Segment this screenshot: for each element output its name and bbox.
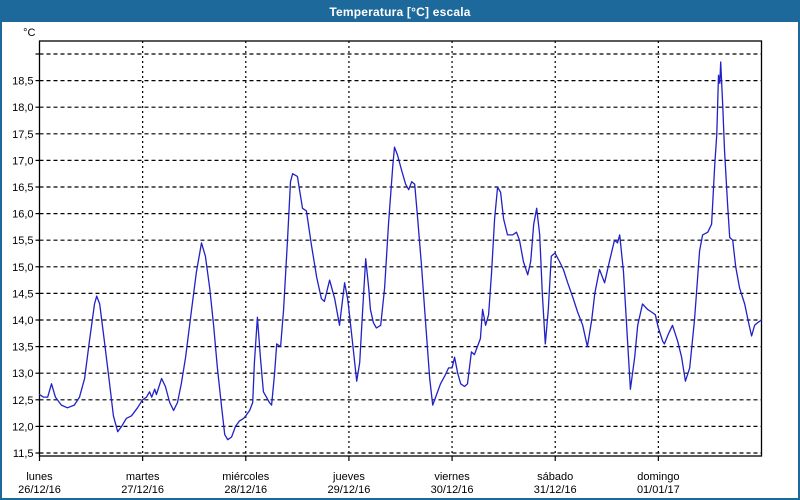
x-day-date: 28/12/16 (224, 484, 267, 496)
y-axis-unit-label: °C (23, 27, 35, 39)
title-bar: Temperatura [°C] escala (2, 2, 798, 22)
x-day-date: 29/12/16 (328, 484, 371, 496)
window-title: Temperatura [°C] escala (329, 5, 471, 19)
y-tick-label: 13,5 (12, 342, 33, 354)
y-tick-label: 14,5 (12, 288, 33, 300)
y-tick-label: 15,5 (12, 235, 33, 247)
y-tick-label: 15,0 (12, 262, 33, 274)
y-tick-label: 14,0 (12, 315, 33, 327)
x-day-date: 30/12/16 (431, 484, 474, 496)
x-day-date: 27/12/16 (121, 484, 164, 496)
y-tick-label: 11,5 (13, 448, 34, 460)
chart-area: 11,5 12,0 12,5 13,0 13,5 14,0 14,5 15,0 15,5 16,0… (2, 22, 798, 498)
y-tick-label: 12,0 (12, 421, 33, 433)
x-day-name: lunes (26, 471, 53, 483)
y-tick-label: 17,5 (12, 129, 33, 141)
y-tick-label: 13,0 (12, 368, 33, 380)
x-day-date: 26/12/16 (18, 484, 61, 496)
x-day-name: martes (126, 471, 160, 483)
x-day-name: domingo (637, 471, 679, 483)
y-tick-label: 18,5 (12, 76, 33, 88)
x-day-name: miércoles (222, 471, 270, 483)
x-day-name: viernes (434, 471, 470, 483)
y-tick-label: 16,0 (12, 209, 33, 221)
temperature-chart: 11,5 12,0 12,5 13,0 13,5 14,0 14,5 15,0 15,5 16,0… (12, 27, 763, 496)
temperature-line (38, 61, 763, 441)
x-day-name: sábado (537, 471, 573, 483)
x-day-date: 01/01/17 (637, 484, 680, 496)
y-tick-label: 17,0 (12, 155, 33, 167)
x-day-date: 31/12/16 (534, 484, 577, 496)
x-day-name: jueves (332, 471, 365, 483)
y-tick-label: 16,5 (12, 182, 33, 194)
y-tick-label: 12,5 (12, 395, 33, 407)
y-tick-label: 18,0 (12, 102, 33, 114)
